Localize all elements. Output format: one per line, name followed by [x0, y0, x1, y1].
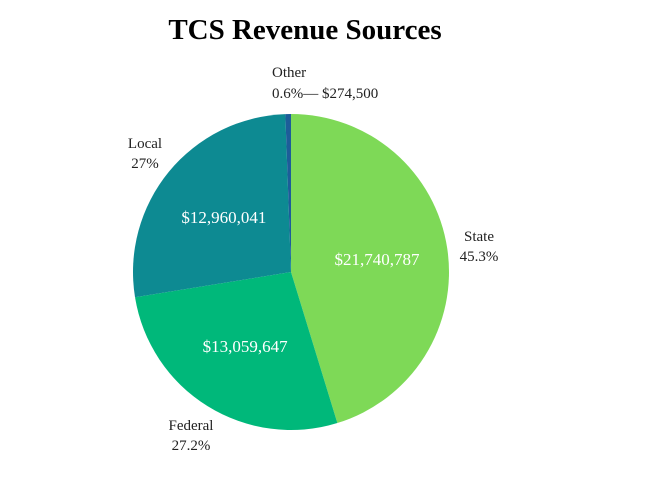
data-label-federal: $13,059,647 — [203, 337, 289, 356]
data-label-state: $21,740,787 — [334, 250, 420, 269]
pie-slice-federal[interactable] — [135, 272, 338, 430]
label-name-local: Local — [128, 136, 162, 152]
label-percent-local: 27% — [131, 156, 159, 172]
label-value-other: 0.6%— $274,500 — [272, 86, 378, 102]
data-label-local: $12,960,041 — [181, 208, 266, 227]
label-name-other: Other — [272, 65, 306, 81]
chart-title: TCS Revenue Sources — [168, 14, 442, 46]
pie-slice-local[interactable] — [132, 114, 291, 298]
pie-slice-state[interactable] — [291, 114, 449, 424]
pie-slice-other[interactable] — [285, 114, 291, 272]
label-percent-federal: 27.2% — [172, 438, 211, 454]
label-name-state: State — [464, 229, 494, 245]
label-percent-state: 45.3% — [460, 249, 499, 265]
label-name-federal: Federal — [169, 418, 214, 434]
